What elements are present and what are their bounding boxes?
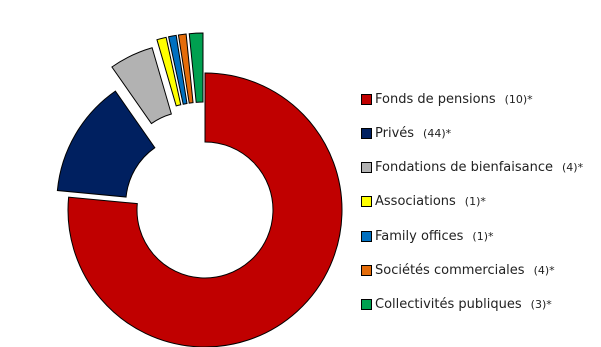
legend-count: (1)* bbox=[472, 229, 494, 243]
donut-slice-2 bbox=[56, 90, 156, 198]
legend-label: Privés bbox=[375, 125, 415, 141]
legend-count: (1)* bbox=[464, 195, 486, 209]
legend-count: (10)* bbox=[504, 92, 533, 106]
legend-label: Collectivités publiques bbox=[375, 297, 522, 313]
legend-item: Fonds de pensions (10)* bbox=[361, 86, 597, 112]
legend-swatch bbox=[361, 162, 372, 174]
legend-count: (4)* bbox=[533, 263, 555, 277]
legend-swatch bbox=[361, 127, 372, 139]
donut-slice-5 bbox=[167, 34, 188, 105]
legend-item: Sociétés commerciales (4)* bbox=[361, 257, 597, 283]
donut-slice-6 bbox=[177, 33, 194, 104]
legend-item: Fondations de bienfaisance (4)* bbox=[361, 155, 597, 181]
legend-item: Associations (1)* bbox=[361, 189, 597, 215]
donut-slice-1 bbox=[67, 72, 343, 347]
legend-count: (44)* bbox=[423, 126, 452, 140]
donut-slice-7 bbox=[188, 32, 204, 103]
donut-slice-4 bbox=[156, 36, 182, 107]
legend-swatch bbox=[361, 196, 372, 208]
legend-item: Family offices (1)* bbox=[361, 223, 597, 249]
legend-count: (4)* bbox=[562, 161, 584, 175]
legend-swatch bbox=[361, 93, 372, 105]
legend-label: Fondations de bienfaisance bbox=[375, 160, 553, 176]
legend-item: Collectivités publiques (3)* bbox=[361, 292, 597, 318]
legend-item: Privés (44)* bbox=[361, 120, 597, 146]
donut-slice-3 bbox=[111, 47, 172, 125]
legend-label: Sociétés commerciales bbox=[375, 262, 525, 278]
legend-label: Family offices bbox=[375, 228, 464, 244]
legend-label: Associations bbox=[375, 194, 456, 210]
legend: Fonds de pensions (10)* Privés (44)* Fondati… bbox=[361, 86, 597, 326]
legend-swatch bbox=[361, 264, 372, 276]
legend-count: (3)* bbox=[530, 298, 552, 312]
legend-swatch bbox=[361, 299, 372, 311]
legend-swatch bbox=[361, 230, 372, 242]
legend-label: Fonds de pensions bbox=[375, 91, 496, 107]
